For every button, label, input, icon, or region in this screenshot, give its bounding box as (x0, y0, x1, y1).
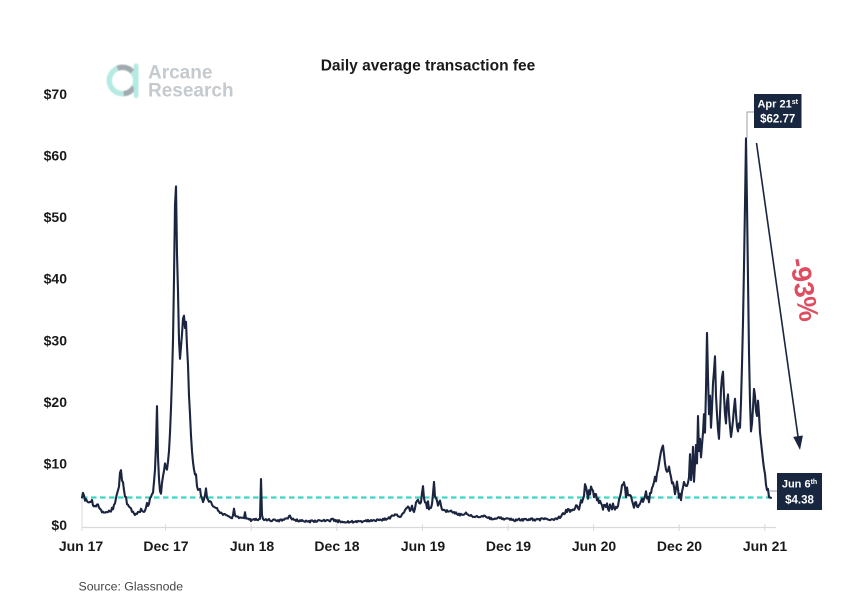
svg-text:$70: $70 (44, 86, 68, 102)
svg-text:$62.77: $62.77 (760, 114, 795, 126)
svg-text:Jun 18: Jun 18 (230, 538, 275, 554)
svg-text:Jun 6th: Jun 6th (782, 479, 817, 491)
svg-text:Source: Glassnode: Source: Glassnode (79, 580, 184, 594)
svg-text:Dec 18: Dec 18 (314, 538, 359, 554)
svg-text:$10: $10 (44, 455, 68, 471)
svg-text:$20: $20 (44, 394, 68, 410)
svg-text:$30: $30 (44, 332, 68, 348)
svg-text:Apr 21st: Apr 21st (757, 99, 798, 111)
svg-text:Jun 17: Jun 17 (59, 538, 104, 554)
svg-text:Research: Research (148, 81, 234, 102)
svg-text:Jun 21: Jun 21 (743, 538, 788, 554)
svg-text:$40: $40 (44, 271, 68, 287)
svg-text:Dec 17: Dec 17 (143, 538, 188, 554)
svg-text:$50: $50 (44, 209, 68, 225)
svg-text:$0: $0 (51, 517, 67, 533)
svg-text:Dec 20: Dec 20 (657, 538, 702, 554)
svg-text:$4.38: $4.38 (785, 495, 814, 507)
svg-text:Jun 20: Jun 20 (572, 538, 617, 554)
svg-text:Jun 19: Jun 19 (401, 538, 446, 554)
svg-text:-93%: -93% (784, 255, 825, 323)
svg-text:$60: $60 (44, 148, 68, 164)
svg-text:Daily average transaction fee: Daily average transaction fee (321, 58, 536, 75)
svg-text:Arcane: Arcane (148, 63, 212, 84)
svg-text:Dec 19: Dec 19 (486, 538, 531, 554)
